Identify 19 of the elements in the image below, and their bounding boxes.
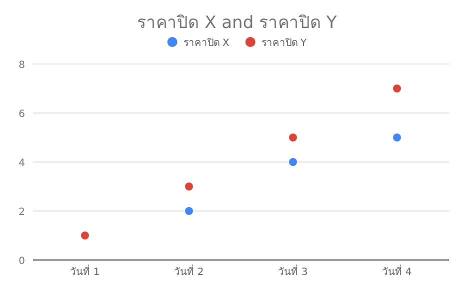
point bbox=[393, 84, 401, 92]
x-tick-label: วันที่ 2 bbox=[174, 264, 204, 278]
point bbox=[393, 134, 401, 142]
x-tick-label: วันที่ 1 bbox=[70, 264, 100, 278]
point bbox=[289, 158, 297, 166]
point bbox=[185, 207, 193, 215]
point bbox=[81, 232, 89, 240]
y-tick-label: 6 bbox=[18, 109, 25, 120]
legend-label: ราคาปิด X bbox=[183, 38, 230, 49]
chart-title: ราคาปิด X and ราคาปิด Y bbox=[137, 13, 338, 33]
y-tick-label: 8 bbox=[18, 60, 25, 71]
y-tick-label: 2 bbox=[18, 207, 25, 218]
y-tick-label: 4 bbox=[18, 158, 25, 169]
point bbox=[289, 134, 297, 142]
x-tick-label: วันที่ 3 bbox=[278, 264, 308, 278]
point bbox=[185, 182, 193, 190]
x-tick-label: วันที่ 4 bbox=[382, 264, 412, 278]
y-tick-label: 0 bbox=[18, 256, 25, 267]
legend-label: ราคาปิด Y bbox=[261, 38, 308, 49]
